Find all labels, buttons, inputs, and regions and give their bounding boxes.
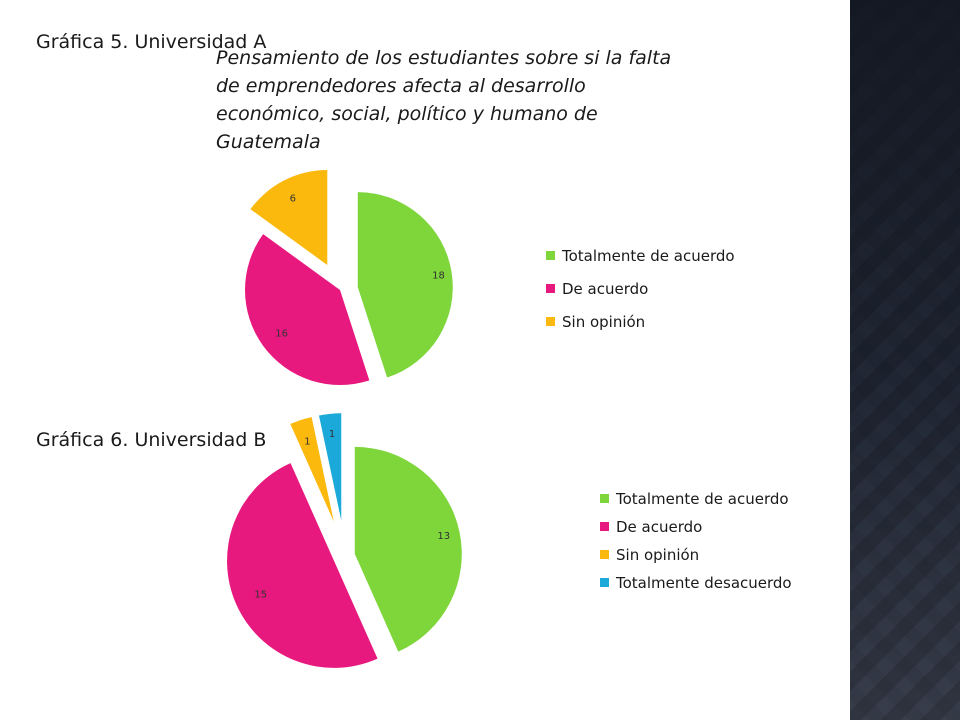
slide-subtitle: Pensamiento de los estudiantes sobre si …	[216, 47, 672, 153]
pie5-legend-label-1: De acuerdo	[562, 280, 648, 298]
pie5-legend-label-2: Sin opinión	[562, 313, 645, 331]
pie5-legend-label-0: Totalmente de acuerdo	[561, 247, 735, 265]
pie5-slice-label-2: 6	[290, 193, 296, 204]
pie5-legend-swatch-1	[546, 284, 555, 293]
pie5-slice-2	[250, 170, 328, 266]
pie6-slice-label-2: 1	[304, 436, 310, 447]
pie5-slice-label-1: 16	[275, 328, 288, 339]
pie6-slice-label-1: 15	[254, 590, 267, 601]
pie6-slice-1	[227, 463, 378, 668]
pie6-legend-label-3: Totalmente desacuerdo	[615, 574, 792, 592]
pie6-slice-3	[318, 413, 342, 521]
pie6-legend-label-2: Sin opinión	[616, 546, 699, 564]
pie6-slice-label-0: 13	[437, 531, 450, 542]
pie6-legend-swatch-3	[600, 578, 609, 587]
decorative-side-panel	[850, 0, 960, 720]
pie6-legend-label-1: De acuerdo	[616, 518, 702, 536]
chart-6-caption: Gráfica 6. Universidad B	[36, 429, 267, 451]
pie6-slice-label-3: 1	[329, 429, 335, 440]
pie5-legend-swatch-2	[546, 317, 555, 326]
pie6-legend-swatch-0	[600, 494, 609, 503]
pie6-legend-swatch-2	[600, 550, 609, 559]
pie6-legend-label-0: Totalmente de acuerdo	[615, 490, 789, 508]
pie-chart-universidad-a: 18 16 6 Totalmente de acuerdo De acuerdo Sin …	[244, 170, 735, 385]
pie5-slice-0	[357, 192, 453, 378]
chart-5-caption: Gráfica 5. Universidad A	[36, 31, 267, 53]
pie6-slice-2	[290, 417, 334, 522]
pie5-slice-1	[244, 234, 370, 385]
pie-chart-universidad-b: 13 15 1 1 Totalmente de acuerdo De acuerdo Sin…	[227, 413, 792, 668]
pie5-slice-label-0: 18	[432, 270, 445, 281]
pie6-legend-swatch-1	[600, 522, 609, 531]
pie5-legend-swatch-0	[546, 251, 555, 260]
pie6-slice-0	[354, 446, 462, 652]
